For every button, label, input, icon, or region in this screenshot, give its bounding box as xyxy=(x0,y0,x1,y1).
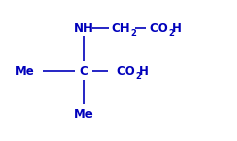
Text: CO: CO xyxy=(116,65,135,78)
Text: 2: 2 xyxy=(131,29,136,38)
Text: Me: Me xyxy=(15,65,35,78)
Text: 2: 2 xyxy=(135,72,141,81)
Text: Me: Me xyxy=(74,108,94,121)
Text: NH: NH xyxy=(74,22,94,35)
Text: H: H xyxy=(172,22,182,35)
Text: CO: CO xyxy=(149,22,168,35)
Text: H: H xyxy=(139,65,149,78)
Text: CH: CH xyxy=(112,22,130,35)
Text: 2: 2 xyxy=(169,29,174,38)
Text: C: C xyxy=(80,65,88,78)
